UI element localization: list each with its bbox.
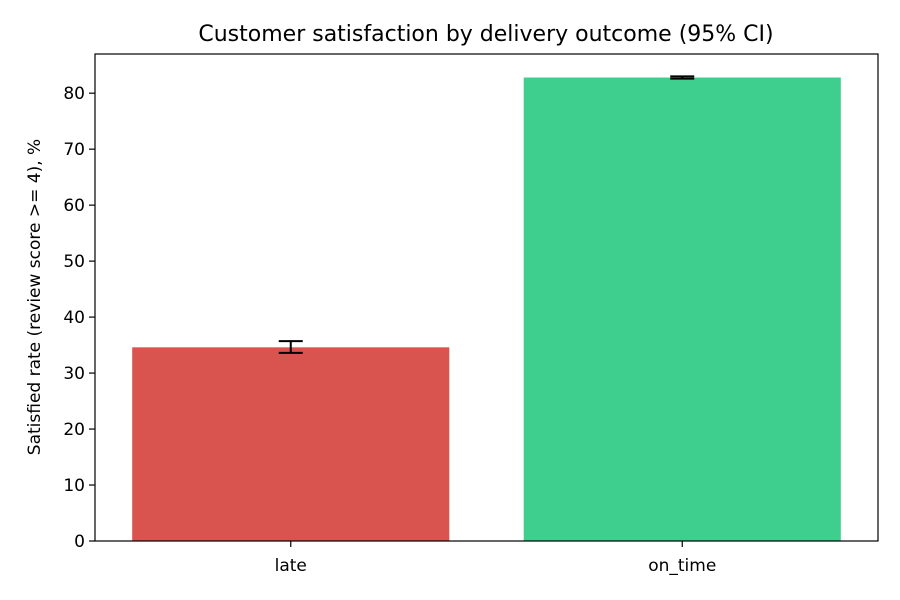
y-tick-label-50: 50 [63,252,85,272]
y-tick-label-70: 70 [63,140,85,160]
x-tick-label-on_time: on_time [648,556,716,576]
plot-area: late on_time 0 10 20 30 40 50 60 70 80 [63,53,879,576]
chart-title: Customer satisfaction by delivery outcom… [198,22,773,47]
bar-on_time [523,77,841,541]
y-tick-label-10: 10 [63,476,85,496]
y-tick-label-30: 30 [63,364,85,384]
bar-late [132,347,450,541]
y-tick-label-40: 40 [63,308,85,328]
plot-frame [94,53,879,542]
y-tick-label-60: 60 [63,196,85,216]
y-tick-label-0: 0 [74,532,85,552]
y-tick-label-20: 20 [63,420,85,440]
y-axis-label: Satisfied rate (review score >= 4), % [25,139,45,455]
y-tick-label-80: 80 [63,84,85,104]
x-tick-label-late: late [275,556,307,576]
